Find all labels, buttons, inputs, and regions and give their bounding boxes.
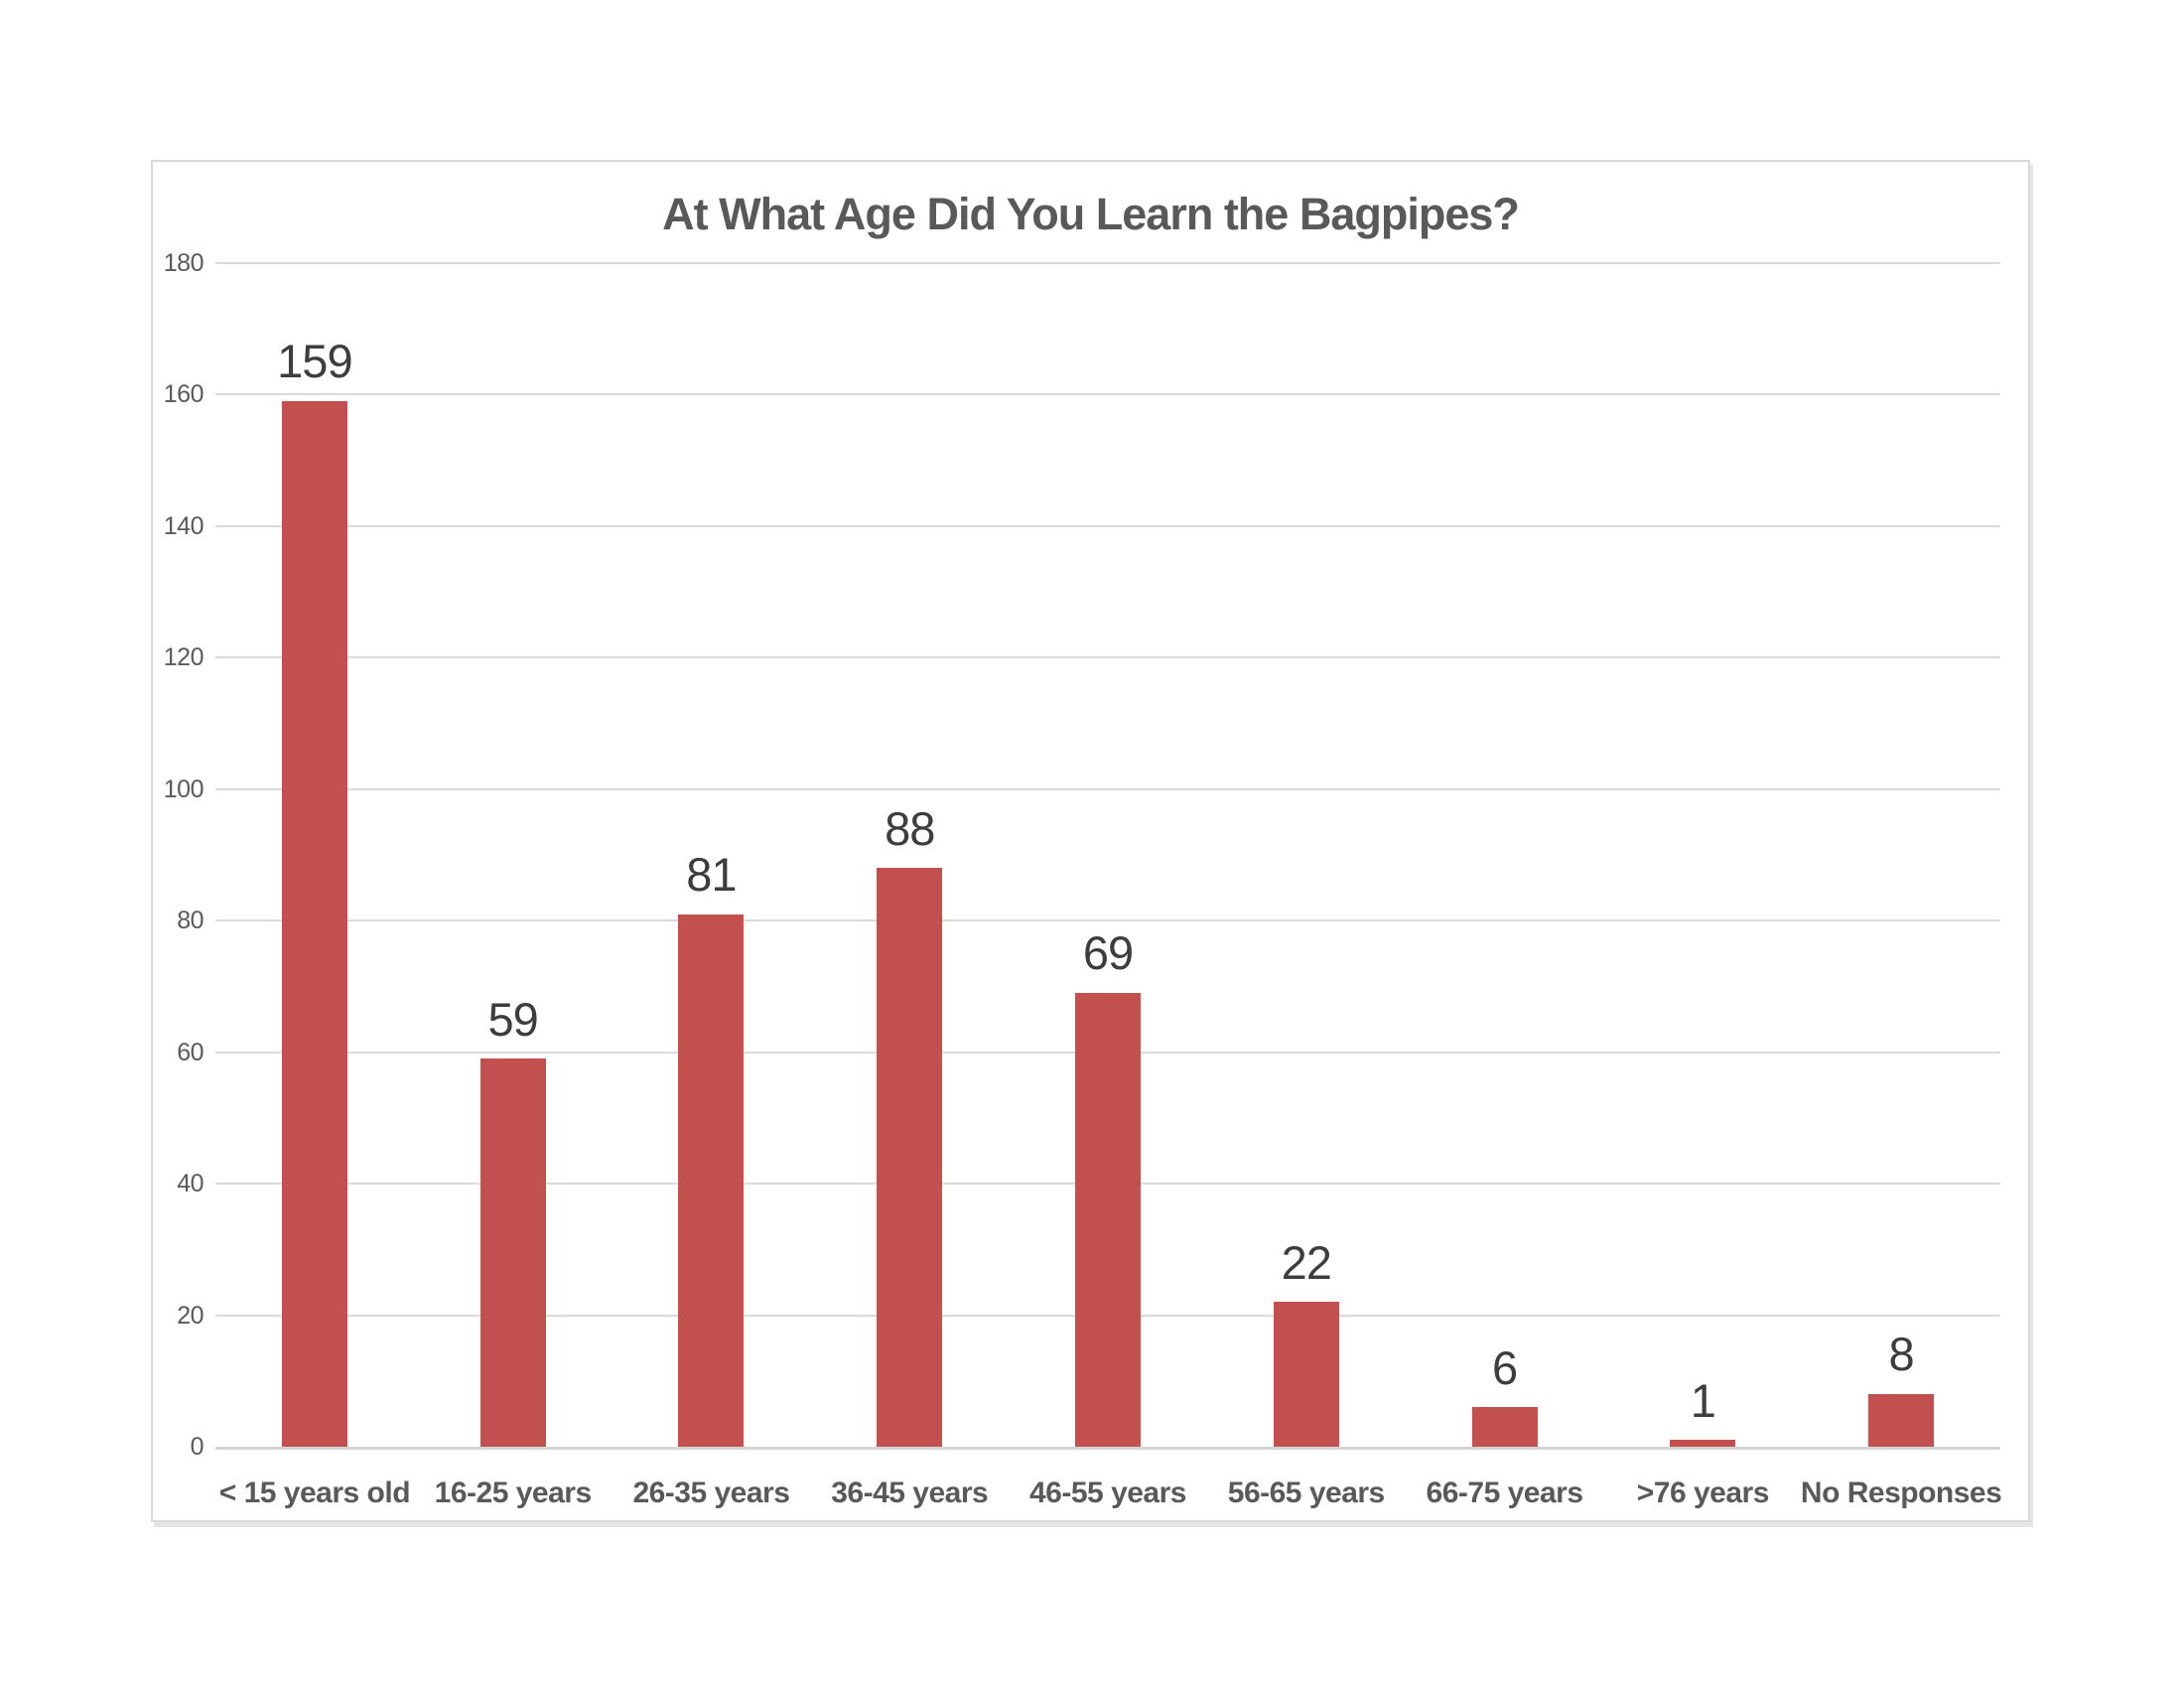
gridline — [215, 656, 2000, 659]
x-category-label: 66-75 years — [1426, 1477, 1583, 1509]
y-axis-tick-label: 160 — [163, 380, 205, 409]
y-axis-tick-label: 40 — [177, 1170, 204, 1198]
bar-value-label: 81 — [686, 847, 737, 901]
x-category-label: 26-35 years — [632, 1477, 790, 1509]
y-axis-tick-label: 0 — [190, 1433, 205, 1461]
bar-value-label: 22 — [1281, 1235, 1332, 1289]
gridline — [215, 919, 2000, 922]
plot-area: 0 20 40 60 80 100 120 140 160 180 159 < 15 years ol… — [164, 250, 2002, 1509]
bar — [1471, 1407, 1538, 1447]
bar — [479, 1058, 546, 1447]
gridline — [215, 393, 2000, 396]
bar — [1273, 1302, 1339, 1447]
bar-value-label: 6 — [1491, 1340, 1518, 1394]
bar-value-label: 8 — [1888, 1328, 1915, 1381]
y-axis-tick-label: 60 — [177, 1038, 204, 1066]
bar — [678, 914, 745, 1447]
y-axis-tick-label: 140 — [163, 511, 205, 540]
bar — [877, 868, 943, 1447]
x-axis-line — [215, 1447, 2000, 1450]
y-axis-tick-label: 20 — [177, 1301, 204, 1330]
bar — [1868, 1394, 1935, 1447]
x-category-label: 46-55 years — [1029, 1477, 1186, 1509]
gridline — [215, 787, 2000, 790]
bar-value-label: 159 — [277, 335, 352, 388]
chart-container: At What Age Did You Learn the Bagpipes? … — [151, 160, 2030, 1522]
bar — [281, 401, 347, 1447]
y-axis-tick-label: 180 — [163, 249, 205, 277]
gridline — [215, 524, 2000, 527]
bar-value-label: 88 — [885, 801, 935, 855]
x-category-label: 36-45 years — [831, 1477, 989, 1509]
x-category-label: 56-65 years — [1227, 1477, 1385, 1509]
y-axis-tick-label: 100 — [163, 774, 205, 803]
y-axis-tick-label: 120 — [163, 643, 205, 672]
x-category-label: >76 years — [1636, 1477, 1770, 1509]
bar — [1670, 1440, 1736, 1447]
x-category-label: No Responses — [1800, 1477, 2002, 1509]
x-category-label: 16-25 years — [434, 1477, 592, 1509]
gridline — [215, 262, 2000, 264]
bar-value-label: 59 — [487, 992, 539, 1046]
y-axis-tick-label: 80 — [177, 907, 204, 935]
bar-value-label: 69 — [1082, 926, 1134, 980]
x-category-label: < 15 years old — [218, 1477, 411, 1509]
chart-title: At What Age Did You Learn the Bagpipes? — [662, 189, 1520, 239]
bar-value-label: 1 — [1690, 1373, 1716, 1427]
bar — [1075, 993, 1141, 1447]
